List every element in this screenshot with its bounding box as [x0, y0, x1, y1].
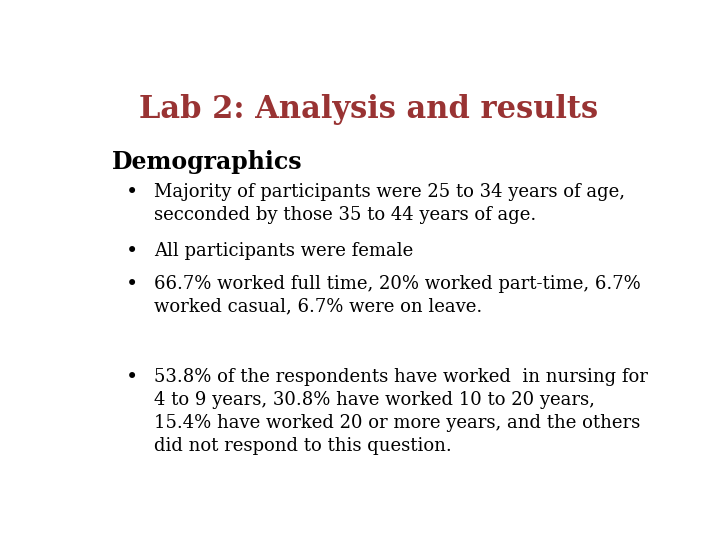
- Text: All participants were female: All participants were female: [154, 241, 413, 260]
- Text: •: •: [126, 241, 138, 260]
- Text: Demographics: Demographics: [112, 150, 303, 174]
- Text: Majority of participants were 25 to 34 years of age,
secconded by those 35 to 44: Majority of participants were 25 to 34 y…: [154, 183, 625, 224]
- Text: 66.7% worked full time, 20% worked part-time, 6.7%
worked casual, 6.7% were on l: 66.7% worked full time, 20% worked part-…: [154, 275, 641, 316]
- Text: •: •: [126, 183, 138, 202]
- Text: •: •: [126, 275, 138, 294]
- Text: Lab 2: Analysis and results: Lab 2: Analysis and results: [140, 94, 598, 125]
- Text: 53.8% of the respondents have worked  in nursing for
4 to 9 years, 30.8% have wo: 53.8% of the respondents have worked in …: [154, 368, 648, 455]
- Text: •: •: [126, 368, 138, 387]
